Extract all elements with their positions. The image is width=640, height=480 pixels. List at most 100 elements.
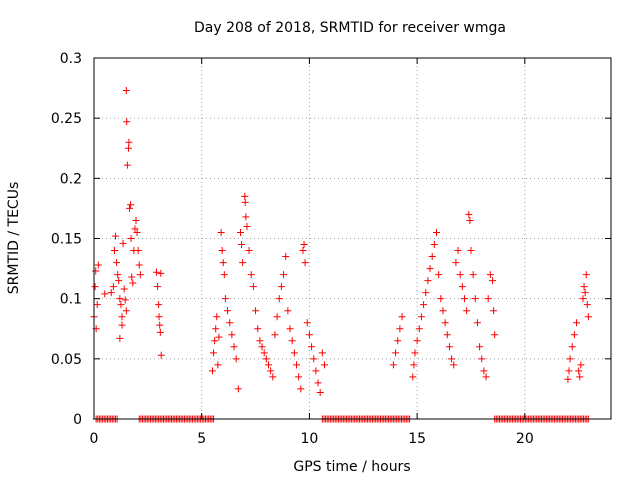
data-point xyxy=(110,247,118,255)
y-tick-label: 0.1 xyxy=(60,292,82,308)
data-point xyxy=(213,313,221,321)
data-point xyxy=(226,319,234,327)
data-point xyxy=(473,319,481,327)
data-point xyxy=(256,337,264,345)
data-point xyxy=(426,265,434,273)
data-point xyxy=(466,216,474,224)
data-point xyxy=(433,228,441,236)
data-point xyxy=(299,247,307,255)
data-point xyxy=(439,307,447,315)
data-point xyxy=(129,279,137,287)
data-point xyxy=(318,349,326,357)
data-point xyxy=(107,289,115,297)
data-point xyxy=(123,161,131,169)
data-point xyxy=(115,277,123,285)
data-point xyxy=(155,313,163,321)
data-point xyxy=(467,247,475,255)
data-point xyxy=(448,355,456,363)
data-point xyxy=(573,319,581,327)
data-point xyxy=(260,349,268,357)
data-point xyxy=(443,331,451,339)
data-point xyxy=(119,239,127,247)
data-point xyxy=(584,313,592,321)
data-point xyxy=(491,331,499,339)
data-point xyxy=(583,301,591,309)
data-point xyxy=(127,235,135,242)
data-point xyxy=(392,349,400,357)
data-point xyxy=(121,296,129,304)
data-points xyxy=(90,86,592,423)
data-point xyxy=(480,367,488,375)
data-point xyxy=(221,295,229,303)
data-point xyxy=(264,361,272,369)
plot-frame xyxy=(93,57,612,420)
data-point xyxy=(242,213,250,221)
data-point xyxy=(490,307,498,315)
data-point xyxy=(396,325,404,333)
data-point xyxy=(114,271,122,279)
data-point xyxy=(409,373,417,381)
data-point xyxy=(122,86,130,94)
data-point xyxy=(92,267,100,275)
data-point xyxy=(228,331,236,339)
data-point xyxy=(125,138,133,146)
data-point xyxy=(118,313,126,321)
data-point xyxy=(282,253,290,261)
data-point xyxy=(117,301,125,309)
data-point xyxy=(133,228,141,236)
data-point xyxy=(93,301,101,309)
data-point xyxy=(454,247,462,255)
data-point xyxy=(411,349,419,357)
data-point xyxy=(220,271,228,279)
data-point xyxy=(415,325,423,333)
data-point xyxy=(262,355,270,363)
x-tick-label: 5 xyxy=(197,431,206,447)
data-point xyxy=(157,269,165,277)
data-point xyxy=(252,307,260,315)
data-point xyxy=(112,232,120,240)
data-point xyxy=(131,225,139,233)
data-point xyxy=(284,307,292,315)
data-point xyxy=(482,373,490,381)
data-point xyxy=(267,367,275,375)
data-point xyxy=(135,261,143,269)
data-point xyxy=(478,355,486,363)
y-tick-label: 0.25 xyxy=(51,111,82,127)
data-point xyxy=(410,361,418,369)
data-point xyxy=(420,301,428,309)
data-point xyxy=(292,361,300,369)
data-point xyxy=(458,283,466,291)
data-point xyxy=(156,321,164,329)
data-point xyxy=(214,361,222,369)
data-point xyxy=(417,313,425,321)
data-point xyxy=(424,277,432,285)
data-point xyxy=(486,271,494,279)
y-tick-label: 0.2 xyxy=(60,171,82,187)
data-point xyxy=(297,385,305,393)
data-point xyxy=(127,201,135,209)
data-point xyxy=(303,319,311,327)
data-point xyxy=(310,355,318,363)
x-tick-label: 20 xyxy=(516,431,534,447)
data-point xyxy=(437,295,445,303)
data-point xyxy=(465,210,473,218)
x-axis-label: GPS time / hours xyxy=(293,459,410,475)
data-point xyxy=(316,389,324,397)
data-point xyxy=(489,277,497,285)
data-point xyxy=(286,325,294,333)
data-point xyxy=(136,271,144,279)
y-tick-label: 0.3 xyxy=(60,51,82,67)
data-point xyxy=(450,361,458,369)
data-point xyxy=(476,343,484,351)
data-point xyxy=(91,283,99,291)
data-point xyxy=(116,295,124,303)
data-point xyxy=(128,273,136,281)
data-point xyxy=(269,373,277,381)
data-point xyxy=(568,343,576,351)
data-point xyxy=(570,331,578,339)
data-point xyxy=(461,295,469,303)
data-point xyxy=(428,253,436,261)
data-point xyxy=(576,373,584,381)
data-point xyxy=(109,283,117,291)
